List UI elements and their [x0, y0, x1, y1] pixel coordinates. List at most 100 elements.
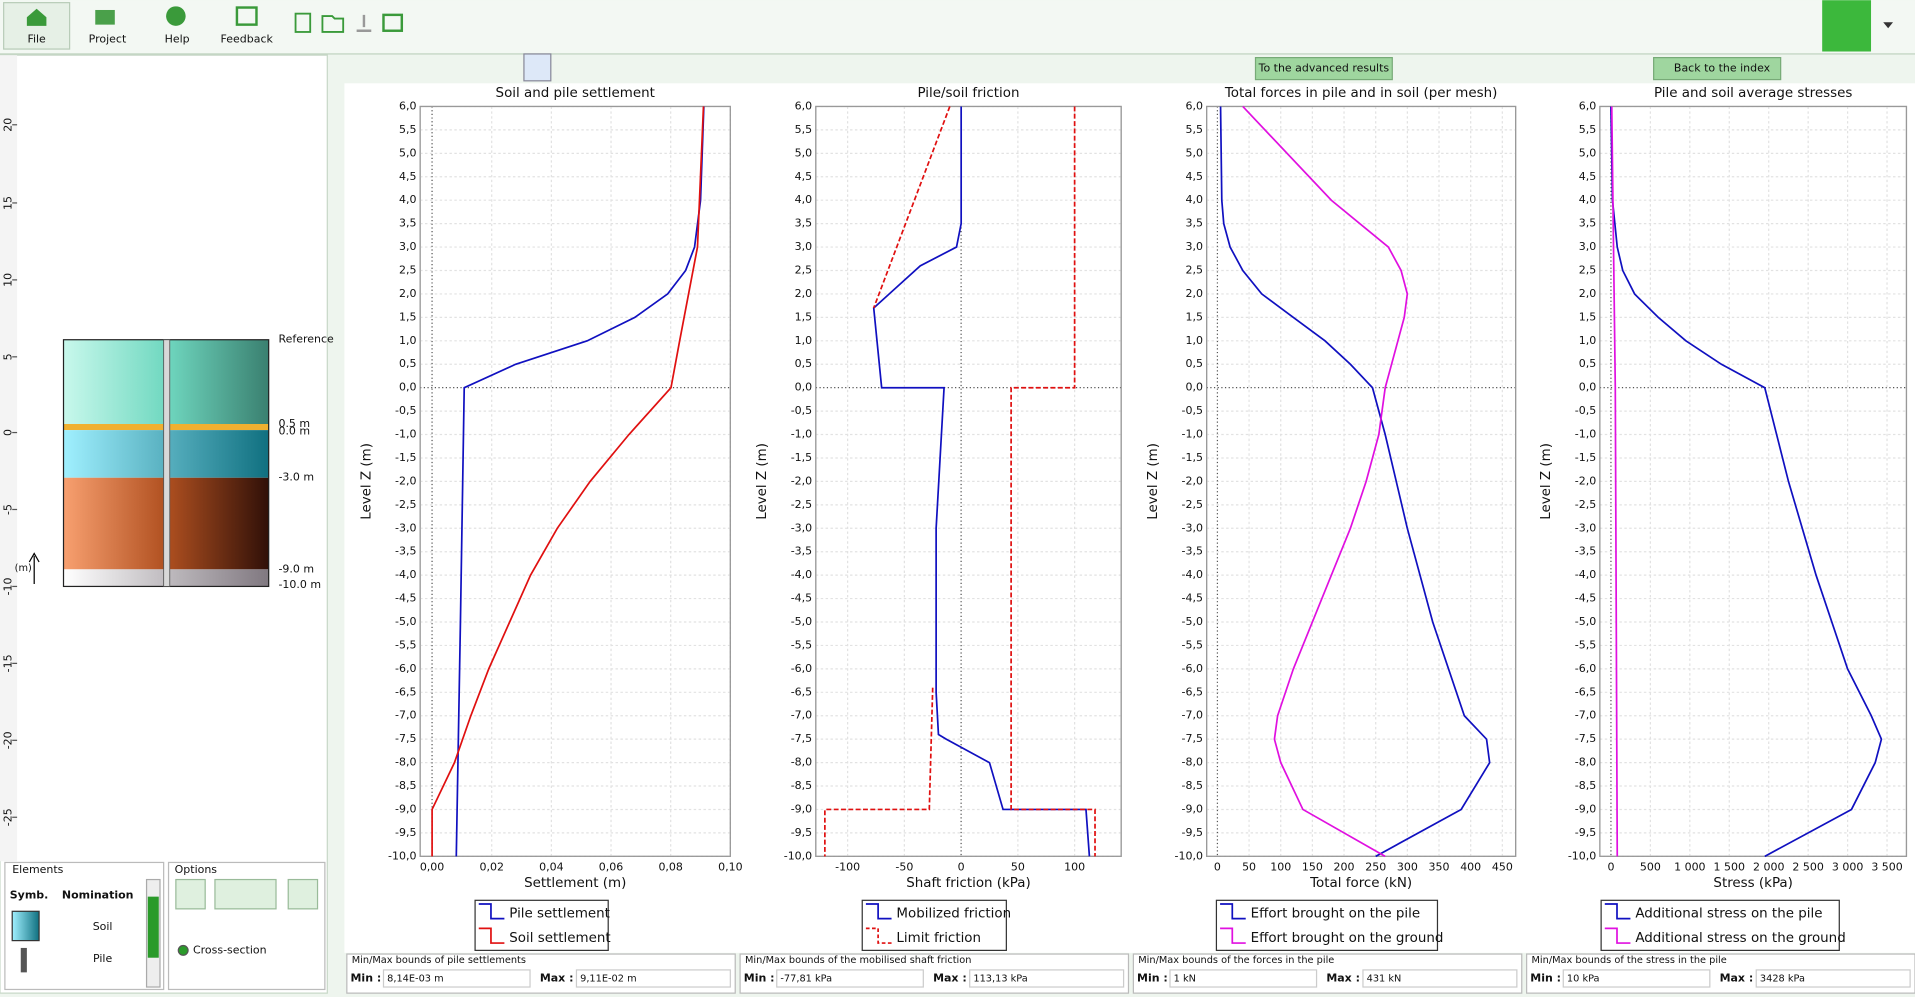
save-icon[interactable] — [356, 14, 372, 32]
menu-arrow[interactable] — [1883, 22, 1894, 29]
y-tick-label: -2,0 — [791, 474, 812, 487]
y-tick-label: -5,5 — [791, 638, 812, 651]
legend-label: Soil settlement — [509, 931, 610, 946]
x-tick-label: 50 — [1242, 860, 1256, 873]
y-tick-label: -10,0 — [388, 849, 416, 862]
level-arrow — [28, 552, 40, 584]
zoom-button[interactable] — [214, 878, 277, 910]
y-tick-label: 0,0 — [399, 381, 416, 394]
y-tick-label: -4,5 — [1575, 592, 1596, 605]
bounds-label: Min : — [1137, 971, 1168, 984]
new-icon[interactable] — [294, 12, 312, 33]
y-tick-label: -7,5 — [1575, 732, 1596, 745]
y-tick-label: -0,5 — [791, 404, 812, 417]
y-tick-label: -8,5 — [1575, 779, 1596, 792]
y-tick-label: -9,5 — [791, 826, 812, 839]
y-tick-label: 2,5 — [399, 263, 416, 276]
bounds-field — [969, 969, 1125, 988]
bounds-field — [1755, 969, 1911, 988]
toolbar — [0, 0, 1915, 54]
y-tick-label: -9,5 — [395, 826, 416, 839]
x-tick-label: 100 — [1270, 860, 1291, 873]
button-label: To the advanced results — [1258, 62, 1390, 75]
y-tick-label: 3,5 — [399, 217, 416, 230]
radio[interactable] — [177, 944, 189, 956]
legend — [1600, 899, 1840, 951]
bounds-field — [776, 969, 924, 988]
y-tick-label: -5,0 — [791, 615, 812, 628]
y-tick-label: 4,0 — [1185, 193, 1202, 206]
y-tick-label: 5,5 — [795, 123, 812, 136]
x-tick-label: 150 — [1302, 860, 1323, 873]
legend-swatch — [1220, 927, 1246, 944]
y-tick-label: 4,5 — [1579, 170, 1596, 183]
project-icon[interactable] — [95, 9, 115, 25]
group-title: Options — [175, 863, 218, 876]
legend-label: Pile settlement — [509, 907, 610, 922]
y-tick-label: -5,0 — [1575, 615, 1596, 628]
x-tick-label: 0,04 — [539, 860, 563, 873]
x-axis-label: Stress (kPa) — [1713, 876, 1792, 891]
y-tick-label: -1,0 — [395, 428, 416, 441]
bounds-title: Min/Max bounds of pile settlements — [352, 955, 526, 966]
x-tick-label: 0,00 — [420, 860, 444, 873]
y-tick-label: -2,0 — [1575, 474, 1596, 487]
y-tick-label: -1,5 — [791, 451, 812, 464]
advanced-button[interactable] — [1254, 56, 1393, 81]
ruler — [0, 55, 18, 862]
y-tick-label: 6,0 — [795, 99, 812, 112]
swap-button[interactable] — [523, 53, 552, 82]
chart-title: Soil and pile settlement — [496, 86, 655, 101]
open-icon[interactable] — [321, 15, 345, 33]
y-tick-label: 1,0 — [1185, 334, 1202, 347]
y-tick-label: -4,5 — [791, 592, 812, 605]
y-tick-label: -6,0 — [791, 662, 812, 675]
y-tick-label: -5,0 — [1182, 615, 1203, 628]
plot-border — [815, 105, 1122, 857]
x-tick-label: 0,08 — [658, 860, 682, 873]
x-tick-label: 0,10 — [718, 860, 742, 873]
plot-border — [419, 105, 731, 857]
legend-swatch — [865, 903, 892, 920]
bounds-label: Min : — [744, 971, 775, 984]
radio-label: Cross-section — [193, 943, 267, 956]
chart-title: Pile/soil friction — [917, 86, 1019, 101]
button-label: Back to the index — [1674, 62, 1771, 75]
help-icon[interactable] — [166, 6, 186, 26]
legend — [474, 899, 609, 951]
zoom-button[interactable] — [175, 878, 206, 910]
feedback-icon[interactable] — [235, 6, 258, 26]
x-tick-label: 1 500 — [1714, 860, 1745, 873]
bounds-value: 113,13 kPa — [973, 973, 1027, 984]
ruler-label: -5 — [2, 504, 15, 515]
y-tick-label: 0,5 — [1579, 357, 1596, 370]
legend-swatch — [478, 903, 505, 920]
y-tick-label: -7,0 — [395, 709, 416, 722]
app-icon[interactable] — [1822, 0, 1872, 52]
zoom-button[interactable] — [287, 878, 319, 910]
x-tick-label: 2 000 — [1753, 860, 1784, 873]
legend-swatch — [865, 927, 892, 944]
print-icon[interactable] — [382, 13, 404, 32]
legend — [861, 899, 1007, 951]
x-tick-label: 3 500 — [1871, 860, 1902, 873]
group-title: Elements — [12, 863, 63, 876]
y-tick-label: -6,5 — [1575, 685, 1596, 698]
scroll-thumb[interactable] — [147, 896, 159, 958]
bounds-label: Min : — [351, 971, 382, 984]
bounds-value: 8,14E-03 m — [387, 973, 443, 984]
bounds-title: Min/Max bounds of the mobilised shaft fr… — [745, 955, 971, 966]
x-tick-label: 100 — [1064, 860, 1085, 873]
ruler-label: 20 — [2, 118, 15, 132]
y-tick-label: 4,0 — [1579, 193, 1596, 206]
x-tick-label: 3 000 — [1832, 860, 1863, 873]
index-button[interactable] — [1653, 56, 1782, 81]
y-tick-label: -6,5 — [395, 685, 416, 698]
y-tick-label: -8,5 — [1182, 779, 1203, 792]
y-tick-label: -6,0 — [1182, 662, 1203, 675]
y-tick-label: -7,5 — [395, 732, 416, 745]
y-tick-label: -3,5 — [1575, 545, 1596, 558]
y-tick-label: 2,5 — [795, 263, 812, 276]
legend-label: Effort brought on the pile — [1251, 907, 1421, 922]
